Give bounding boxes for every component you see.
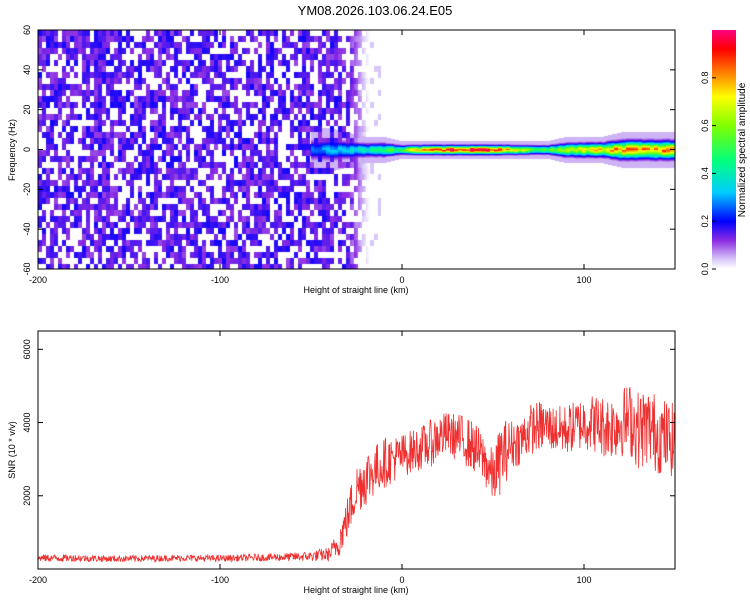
y-tick-label: -40 <box>22 223 32 236</box>
y-tick-label: 2000 <box>22 486 32 506</box>
x-tick-label: 0 <box>399 575 404 585</box>
colorbar-ticks: 0.0 0.2 0.4 0.6 0.8 <box>700 72 716 276</box>
colorbar-gradient <box>712 30 736 269</box>
y-tick-label: 60 <box>22 25 32 35</box>
y-tick-label: -20 <box>22 183 32 196</box>
snr-x-ticks: -200 -100 0 100 <box>29 331 592 585</box>
snr-x-axis-label: Height of straight line (km) <box>303 585 408 595</box>
snr-y-axis-label: SNR (10 * v/v) <box>7 421 17 479</box>
x-tick-label: -100 <box>211 275 229 285</box>
spectrogram-y-ticks: -60 -40 -20 0 20 40 60 <box>22 25 675 276</box>
spectrogram-x-ticks: -200 -100 0 100 <box>29 30 592 285</box>
y-tick-label: 20 <box>22 105 32 115</box>
chart-title: YM08.2026.103.06.24.E05 <box>298 3 453 18</box>
colorbar-tick-label: 0.2 <box>700 215 710 228</box>
colorbar-tick-label: 0.0 <box>700 263 710 276</box>
x-tick-label: 100 <box>576 575 591 585</box>
x-tick-label: -100 <box>211 575 229 585</box>
spectrogram-heatmap <box>38 30 675 269</box>
snr-frame <box>37 330 676 570</box>
y-tick-label: 4000 <box>22 413 32 433</box>
snr-panel: -200 -100 0 100 2000 4000 6000 Height of stra… <box>7 330 676 595</box>
colorbar-tick-label: 0.4 <box>700 167 710 180</box>
y-tick-label: -60 <box>22 262 32 275</box>
snr-plot-area <box>38 331 675 569</box>
snr-y-ticks: 2000 4000 6000 <box>22 339 675 506</box>
x-tick-label: -200 <box>29 575 47 585</box>
colorbar-tick-label: 0.6 <box>700 119 710 132</box>
colorbar-label: Normalized spectral amplitude <box>737 82 748 217</box>
colorbar-tick-label: 0.8 <box>700 72 710 85</box>
y-tick-label: 0 <box>22 147 32 152</box>
x-tick-label: 0 <box>399 275 404 285</box>
y-tick-label: 6000 <box>22 339 32 359</box>
spectrogram-x-axis-label: Height of straight line (km) <box>303 285 408 295</box>
y-tick-label: 40 <box>22 65 32 75</box>
x-tick-label: -200 <box>29 275 47 285</box>
colorbar: 0.0 0.2 0.4 0.6 0.8 Normalized spectral ampl… <box>700 30 748 275</box>
spectrogram-y-axis-label: Frequency (Hz) <box>7 119 17 181</box>
snr-series-line <box>38 387 675 564</box>
x-tick-label: 100 <box>576 275 591 285</box>
